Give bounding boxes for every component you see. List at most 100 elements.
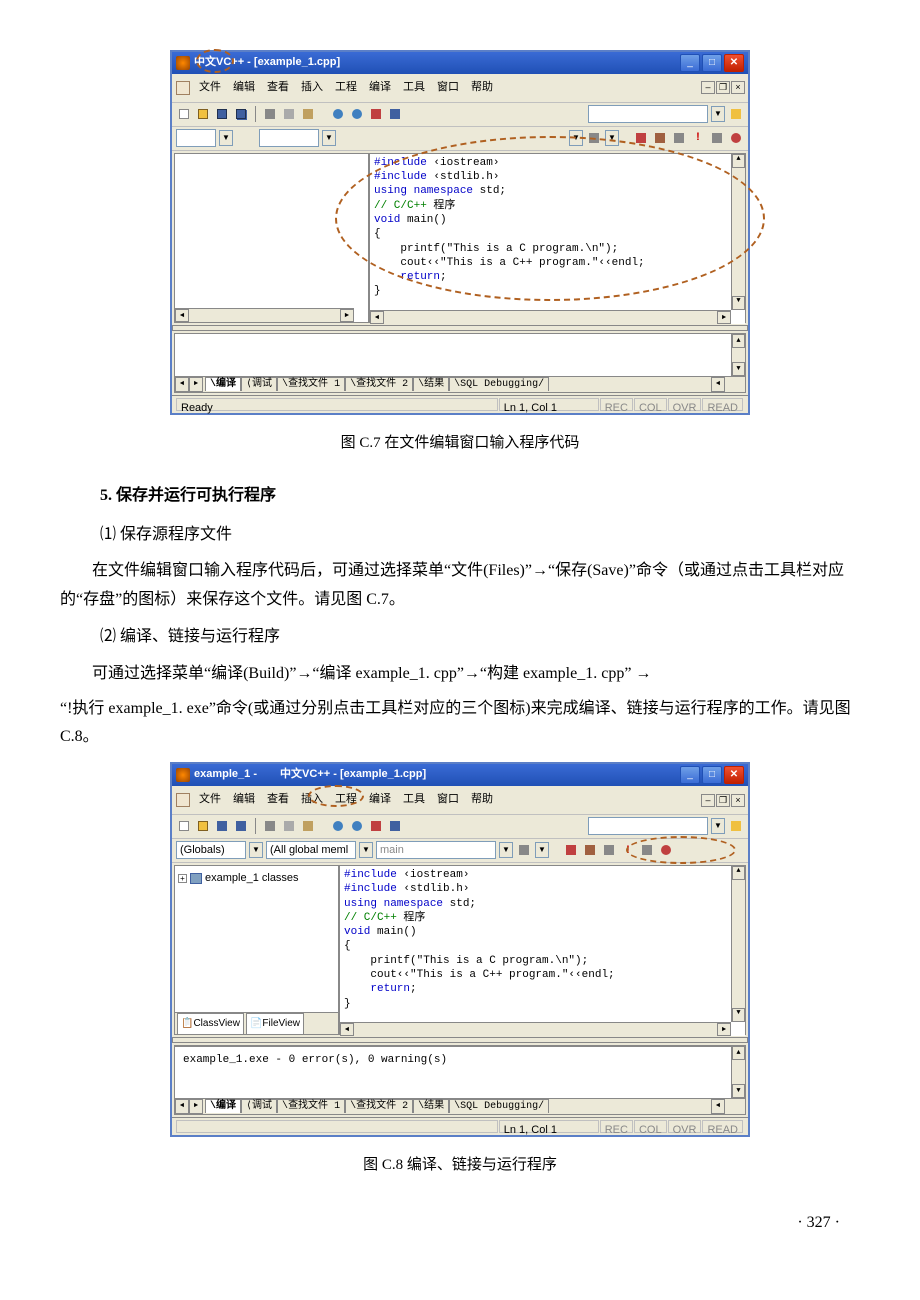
tab-find2[interactable]: \查找文件 2 — [345, 377, 413, 391]
compile-icon[interactable] — [633, 130, 649, 146]
tab-find2[interactable]: \查找文件 2 — [345, 1099, 413, 1113]
tab-find1[interactable]: \查找文件 1 — [277, 1099, 345, 1113]
scroll-right[interactable]: ► — [717, 1023, 731, 1036]
splitter[interactable] — [172, 325, 748, 331]
scroll-up[interactable]: ▲ — [732, 866, 745, 880]
menu-build[interactable]: 编译 — [364, 788, 396, 812]
saveall-icon[interactable] — [233, 818, 249, 834]
tab-fileview[interactable]: 📄FileView — [246, 1013, 304, 1034]
redo-icon[interactable] — [349, 818, 365, 834]
mdi-min[interactable]: – — [701, 794, 715, 807]
combo-globals-btn[interactable]: ▼ — [249, 842, 263, 858]
code-scroll-v[interactable]: ▲ ▼ — [731, 866, 745, 1022]
mdi-max[interactable]: ❐ — [716, 794, 730, 807]
tab-sql[interactable]: \SQL Debugging / — [449, 1099, 549, 1113]
tile-icon[interactable] — [387, 818, 403, 834]
open-icon[interactable] — [195, 106, 211, 122]
scroll-down[interactable]: ▼ — [732, 1084, 745, 1098]
scroll-left[interactable]: ◄ — [370, 311, 384, 324]
maximize-button[interactable]: □ — [702, 766, 722, 784]
scroll-up[interactable]: ▲ — [732, 154, 745, 168]
tab-compile[interactable]: \编译 — [205, 377, 241, 391]
saveall-icon[interactable] — [233, 106, 249, 122]
go-icon[interactable] — [709, 130, 725, 146]
scroll-down[interactable]: ▼ — [732, 296, 745, 310]
save-icon[interactable] — [214, 106, 230, 122]
undo-icon[interactable] — [330, 818, 346, 834]
tab-debug[interactable]: ⟨调试 — [241, 1099, 277, 1113]
menu-window[interactable]: 窗口 — [432, 76, 464, 100]
combo-2b[interactable] — [259, 129, 319, 147]
btn-s1[interactable]: ▼ — [569, 130, 583, 146]
tab-debug[interactable]: ⟨调试 — [241, 377, 277, 391]
stop-icon[interactable] — [601, 842, 617, 858]
combo-main[interactable]: main — [376, 841, 496, 859]
tab-next[interactable]: ► — [189, 377, 203, 392]
menu-build[interactable]: 编译 — [364, 76, 396, 100]
scroll-down[interactable]: ▼ — [732, 1008, 745, 1022]
menu-help[interactable]: 帮助 — [466, 76, 498, 100]
out-scroll-l[interactable]: ◄ — [711, 1099, 725, 1114]
combo-2a[interactable] — [176, 129, 216, 147]
menu-insert[interactable]: 插入 — [296, 76, 328, 100]
btn-s2[interactable]: ▼ — [605, 130, 619, 146]
out-scroll-v[interactable]: ▲ ▼ — [731, 1046, 745, 1098]
nav-icon[interactable] — [516, 842, 532, 858]
run-icon[interactable]: ! — [690, 130, 706, 146]
compile-icon[interactable] — [563, 842, 579, 858]
combo-members[interactable]: (All global meml — [266, 841, 356, 859]
scroll-left[interactable]: ◄ — [175, 309, 189, 322]
combo-1[interactable] — [588, 817, 708, 835]
minimize-button[interactable]: _ — [680, 54, 700, 72]
go-icon[interactable] — [639, 842, 655, 858]
tab-result[interactable]: \结果 — [413, 1099, 449, 1113]
redo-icon[interactable] — [349, 106, 365, 122]
copy-icon[interactable] — [281, 106, 297, 122]
mdi-close[interactable]: × — [731, 81, 745, 94]
btn-s2[interactable]: ▼ — [535, 842, 549, 858]
scroll-up[interactable]: ▲ — [732, 334, 745, 348]
minimize-button[interactable]: _ — [680, 766, 700, 784]
tab-result[interactable]: \结果 — [413, 377, 449, 391]
combo-1-btn[interactable]: ▼ — [711, 818, 725, 834]
left-scroll-h[interactable]: ◄ ► — [175, 308, 354, 322]
splitter[interactable] — [172, 1037, 748, 1043]
tab-sql[interactable]: \SQL Debugging / — [449, 377, 549, 391]
mdi-max[interactable]: ❐ — [716, 81, 730, 94]
bp-icon[interactable] — [658, 842, 674, 858]
menu-tools[interactable]: 工具 — [398, 76, 430, 100]
out-scroll-v[interactable]: ▲ ▼ — [731, 334, 745, 376]
copy-icon[interactable] — [281, 818, 297, 834]
cut-icon[interactable] — [262, 818, 278, 834]
combo-main-btn[interactable]: ▼ — [499, 842, 513, 858]
menu-edit[interactable]: 编辑 — [228, 76, 260, 100]
code-scroll-h[interactable]: ◄ ► — [370, 310, 731, 324]
undo-icon[interactable] — [330, 106, 346, 122]
save-icon[interactable] — [214, 818, 230, 834]
combo-globals[interactable]: (Globals) — [176, 841, 246, 859]
tile-icon[interactable] — [387, 106, 403, 122]
out-scroll-l[interactable]: ◄ — [711, 377, 725, 392]
scroll-right[interactable]: ► — [340, 309, 354, 322]
close-button[interactable]: ✕ — [724, 54, 744, 72]
wnd-icon[interactable] — [368, 106, 384, 122]
tab-classview[interactable]: 📋ClassView — [177, 1013, 244, 1034]
tab-prev[interactable]: ◄ — [175, 1099, 189, 1114]
menu-insert[interactable]: 插入 — [296, 788, 328, 812]
maximize-button[interactable]: □ — [702, 54, 722, 72]
menu-window[interactable]: 窗口 — [432, 788, 464, 812]
menu-project[interactable]: 工程 — [330, 76, 362, 100]
tab-prev[interactable]: ◄ — [175, 377, 189, 392]
scroll-right[interactable]: ► — [717, 311, 731, 324]
scroll-left[interactable]: ◄ — [340, 1023, 354, 1036]
menu-file[interactable]: 文件 — [194, 788, 226, 812]
mdi-min[interactable]: – — [701, 81, 715, 94]
new-icon[interactable] — [176, 818, 192, 834]
combo-2a-btn[interactable]: ▼ — [219, 130, 233, 146]
code-scroll-h[interactable]: ◄ ► — [340, 1022, 731, 1036]
cut-icon[interactable] — [262, 106, 278, 122]
menu-view[interactable]: 查看 — [262, 76, 294, 100]
menu-file[interactable]: 文件 — [194, 76, 226, 100]
combo-members-btn[interactable]: ▼ — [359, 842, 373, 858]
combo-1-btn[interactable]: ▼ — [711, 106, 725, 122]
